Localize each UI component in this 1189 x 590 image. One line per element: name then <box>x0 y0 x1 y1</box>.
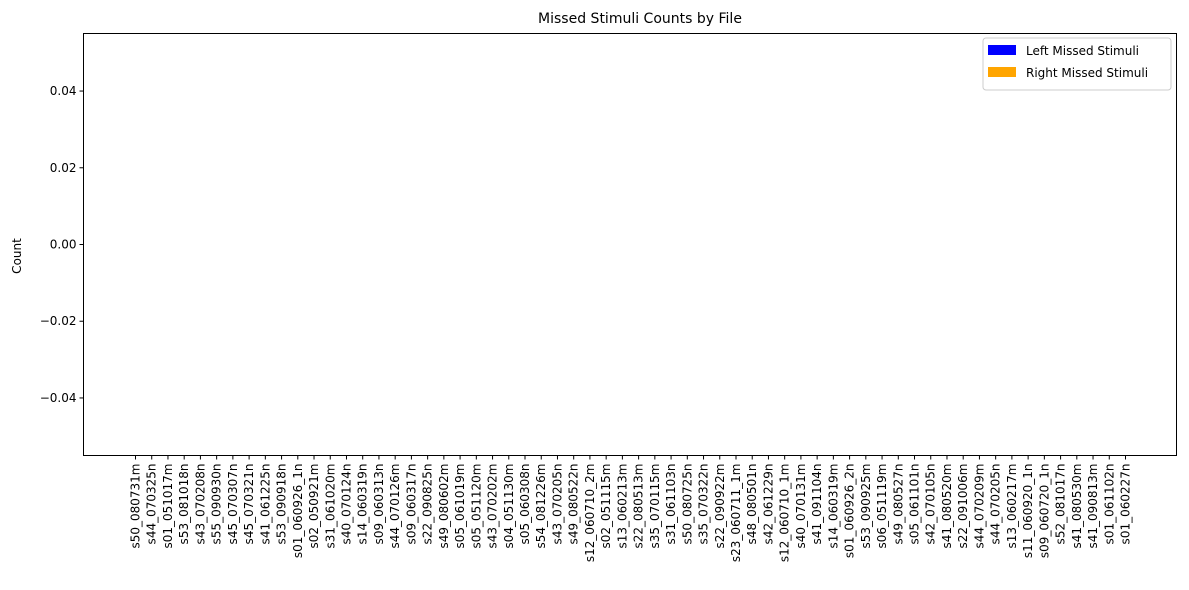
x-tick-label: s41_090813m <box>1086 464 1100 549</box>
x-tick-label: s22_090825n <box>421 464 435 545</box>
x-tick-label: s49_080602m <box>437 464 451 549</box>
x-tick-label: s49_080522n <box>567 464 581 545</box>
x-tick-label: s44_070209m <box>972 464 986 549</box>
legend-swatch-left <box>988 45 1016 55</box>
legend-label-right: Right Missed Stimuli <box>1026 66 1148 80</box>
y-axis: 0.04 0.02 0.00 −0.02 −0.04 <box>40 84 84 405</box>
legend-box <box>982 37 1172 91</box>
x-tick-label: s01_060926_2n <box>843 464 857 559</box>
x-tick-label: s05_061101n <box>908 464 922 545</box>
y-tick-label: 0.04 <box>50 84 77 98</box>
x-tick-label: s31_061103n <box>664 464 678 545</box>
plot-area-frame <box>83 33 1177 456</box>
x-tick-label: s41_061225n <box>258 464 272 545</box>
x-tick-label: s40_070124n <box>339 464 353 545</box>
x-tick-label: s09_060317n <box>404 464 418 545</box>
x-tick-label: s35_070115m <box>648 464 662 549</box>
x-tick-label: s35_070322n <box>697 464 711 545</box>
x-tick-label: s13_060217m <box>1005 464 1019 549</box>
x-tick-label: s53_081018n <box>177 464 191 545</box>
x-tick-label: s04_051130m <box>502 464 516 549</box>
x-tick-label: s23_060711_1m <box>729 464 743 563</box>
x-tick-label: s53_090925m <box>859 464 873 549</box>
x-tick-label: s45_070307n <box>226 464 240 545</box>
x-tick-label: s52_081017n <box>1054 464 1068 545</box>
x-tick-label: s14_060319m <box>826 464 840 549</box>
y-tick-label: −0.04 <box>40 391 77 405</box>
x-tick-label: s54_081226m <box>534 464 548 549</box>
x-tick-label: s11_060920_1n <box>1021 464 1035 559</box>
x-tick-label: s22_091006m <box>956 464 970 549</box>
x-tick-label: s45_070321n <box>242 464 256 545</box>
x-tick-label: s12_060710_2m <box>583 464 597 563</box>
x-tick-label: s44_070205n <box>989 464 1003 545</box>
x-tick-label: s05_060308n <box>518 464 532 545</box>
y-tick-label: −0.02 <box>40 314 77 328</box>
x-tick-label: s14_060319n <box>356 464 370 545</box>
x-tick-label: s31_061020m <box>323 464 337 549</box>
x-tick-label: s42_061229n <box>761 464 775 545</box>
x-tick-label: s41_080530m <box>1070 464 1084 549</box>
x-tick-label: s02_050921m <box>307 464 321 549</box>
x-tick-label: s43_070208n <box>193 464 207 545</box>
x-axis: s50_080731m s44_070325n s01_051017m s53_081… <box>129 455 1133 563</box>
x-tick-label: s42_070105n <box>924 464 938 545</box>
y-tick-label: 0.00 <box>50 238 77 252</box>
x-tick-label: s12_060710_1m <box>778 464 792 563</box>
x-tick-label: s01_061102n <box>1102 464 1116 545</box>
x-tick-label: s01_051017m <box>161 464 175 549</box>
x-tick-label: s05_061019m <box>453 464 467 549</box>
x-tick-label: s09_060720_1n <box>1037 464 1051 559</box>
x-tick-label: s41_080520m <box>940 464 954 549</box>
x-tick-label: s05_051120m <box>469 464 483 549</box>
y-axis-label: Count <box>10 238 24 274</box>
x-tick-label: s43_070202m <box>486 464 500 549</box>
x-tick-label: s49_080527n <box>891 464 905 545</box>
legend: Left Missed Stimuli Right Missed Stimuli <box>982 37 1172 91</box>
x-tick-label: s41_091104n <box>810 464 824 545</box>
x-tick-label: s09_060313n <box>372 464 386 545</box>
x-tick-label: s40_070131m <box>794 464 808 549</box>
x-tick-label: s22_080513m <box>632 464 646 549</box>
x-tick-label: s53_090918n <box>275 464 289 545</box>
x-tick-label: s43_070205n <box>550 464 564 545</box>
legend-label-left: Left Missed Stimuli <box>1026 44 1139 58</box>
x-tick-label: s06_051119m <box>875 464 889 549</box>
x-tick-label: s01_060227n <box>1119 464 1133 545</box>
x-tick-label: s02_051115m <box>599 464 613 549</box>
x-tick-label: s22_090922m <box>713 464 727 549</box>
y-tick-label: 0.02 <box>50 161 77 175</box>
legend-swatch-right <box>988 67 1016 77</box>
chart-title: Missed Stimuli Counts by File <box>538 11 742 27</box>
x-tick-label: s48_080501n <box>745 464 759 545</box>
x-tick-label: s55_090930n <box>210 464 224 545</box>
x-tick-label: s50_080725n <box>680 464 694 545</box>
x-tick-label: s44_070325n <box>145 464 159 545</box>
x-tick-label: s13_060213m <box>615 464 629 549</box>
x-tick-label: s01_060926_1n <box>291 464 305 559</box>
x-tick-label: s44_070126m <box>388 464 402 549</box>
x-tick-label: s50_080731m <box>129 464 143 549</box>
